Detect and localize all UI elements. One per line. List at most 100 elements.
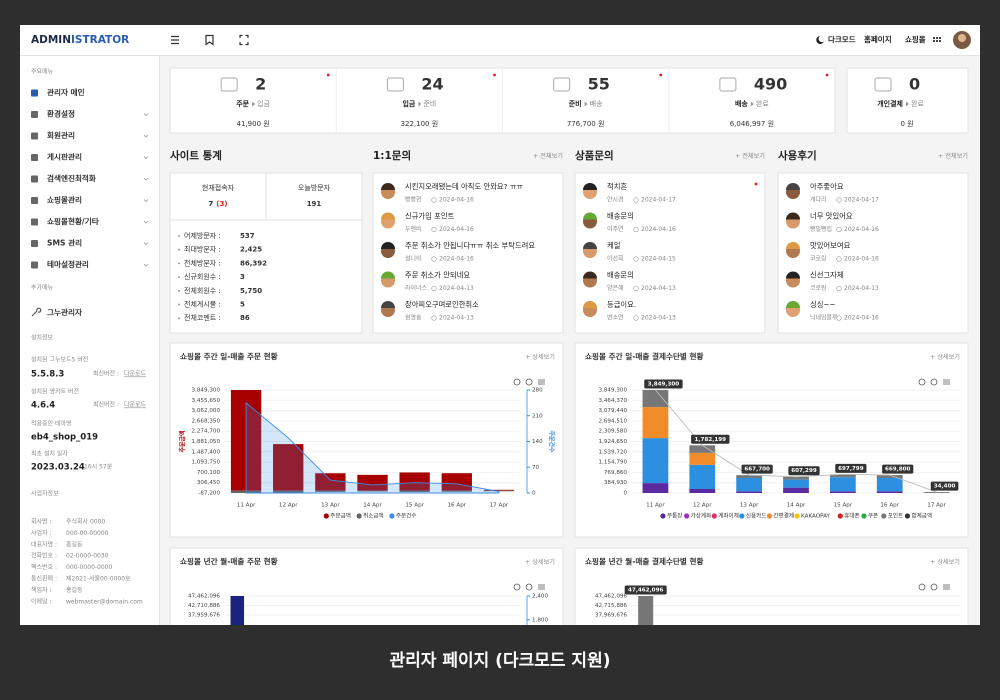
more-link[interactable]: + 상세보기 [930, 558, 960, 566]
bar [642, 438, 669, 484]
menu-item[interactable]: SMS 관리 [47, 238, 82, 248]
y-tick-label: 1,154,790 [599, 460, 628, 466]
menu-item[interactable]: 그누관리자 [47, 307, 82, 317]
more-link[interactable]: + 상세보기 [930, 353, 960, 361]
business-label: 이메일 : [31, 597, 52, 605]
download-link[interactable]: 다운로드 [124, 370, 147, 378]
post-title[interactable]: 적치흔 [607, 182, 627, 191]
menu-icon [31, 175, 38, 183]
zoom-icon[interactable] [930, 378, 938, 386]
post-title[interactable]: 싱싱~~ [810, 300, 836, 309]
more-link[interactable]: + 상세보기 [525, 353, 555, 361]
menu-item[interactable]: 환경설정 [47, 109, 75, 119]
post-title[interactable]: 너무 맛있어요 [810, 212, 853, 221]
legend-swatch [861, 513, 867, 519]
post-title[interactable]: 주문 취소가 안되네요 [405, 271, 470, 280]
zoom-icon[interactable] [918, 583, 926, 591]
bar [923, 492, 950, 493]
new-dot [825, 73, 829, 77]
menu-item[interactable]: 관리자 메인 [47, 87, 85, 97]
apps-icon[interactable] [933, 37, 941, 42]
post-title[interactable]: 배송문의 [607, 271, 634, 280]
post-title[interactable]: 신규가입 포인트 [405, 212, 455, 221]
user-avatar-face [958, 34, 966, 42]
chart-menu-icon[interactable] [538, 584, 545, 590]
menu-icon[interactable] [171, 35, 179, 45]
zoom-icon[interactable] [513, 583, 521, 591]
legend-label: 주문금액 [330, 513, 351, 520]
board-box [777, 172, 969, 334]
logo-accent[interactable]: ISTRATOR [71, 34, 129, 46]
post-title[interactable]: 배송문의 [607, 212, 634, 221]
value-label-box [882, 464, 914, 474]
logo-main[interactable]: ADMIN [31, 34, 71, 46]
y2-tick-label: 1,800 [532, 617, 548, 623]
menu-item[interactable]: 테마설정관리 [47, 259, 89, 269]
menu-chevron [143, 220, 149, 224]
post-title[interactable]: 신선그자체 [810, 271, 844, 280]
bookmark-icon[interactable] [205, 34, 214, 46]
menu-icon [31, 261, 38, 269]
business-label: 전화번호 : [31, 552, 57, 560]
section-label: 사업자정보 [31, 490, 59, 498]
value-label: 697,799 [838, 466, 864, 472]
post-title[interactable]: 시킨지오래됐는데 아직도 안와요? ㅠㅠ [405, 182, 524, 191]
value-label: 34,400 [934, 484, 956, 490]
bar [638, 596, 654, 625]
more-link[interactable]: + 전체보기 [735, 152, 765, 160]
chart-menu-icon[interactable] [943, 584, 950, 590]
y-tick-label: 3,062,000 [192, 408, 221, 414]
card-amount: 322,100 원 [401, 119, 439, 128]
chart-menu-icon[interactable] [943, 379, 950, 385]
post-title[interactable]: 케일 [607, 241, 620, 250]
post-title[interactable]: 아주좋아요 [810, 182, 844, 191]
menu-item[interactable]: 쇼핑몰현황/기타 [47, 216, 99, 226]
latest-label: 최신버전 : [93, 401, 119, 409]
y-tick-label: 0 [623, 491, 627, 497]
post-title[interactable]: 맛있어보여요 [810, 241, 851, 250]
bar [315, 490, 346, 492]
clock-icon [431, 226, 437, 233]
header-link[interactable]: 다크모드 [828, 34, 856, 44]
zoom-icon[interactable] [918, 378, 926, 386]
x-tick-label: 15 Apr [834, 503, 853, 509]
more-link[interactable]: + 상세보기 [525, 558, 555, 566]
logo[interactable]: ADMINISTRATOR [31, 34, 129, 46]
zoom-icon[interactable] [525, 583, 533, 591]
download-link[interactable]: 다운로드 [124, 401, 147, 409]
menu-item[interactable]: 회원관리 [47, 130, 75, 140]
header-link[interactable]: 홈페이지 [864, 34, 892, 44]
card-amount: 0 원 [900, 119, 913, 128]
legend-swatch [356, 513, 362, 519]
clock-icon [633, 285, 639, 292]
zoom-icon[interactable] [525, 378, 533, 386]
x-tick-label: 16 Apr [880, 503, 899, 509]
menu-item[interactable]: 쇼핑몰관리 [47, 195, 82, 205]
zoom-icon[interactable] [930, 583, 938, 591]
header-link[interactable]: 쇼핑몰 [905, 34, 926, 44]
card-from: 입금 [402, 99, 415, 108]
chart-title: 쇼핑몰 주간 일-매출 결제수단별 현황 [585, 351, 704, 361]
legend-swatch [766, 513, 773, 519]
post-title[interactable]: 주문 취소가 안됩니다ㅠㅠ 취소 부탁드려요 [405, 241, 535, 250]
more-link[interactable]: + 전체보기 [533, 152, 563, 160]
y-tick-label: 2,668,350 [192, 418, 221, 424]
x-tick-label: 11 Apr [646, 503, 665, 509]
post-date: 2024-04-13 [641, 315, 676, 322]
zoom-icon[interactable] [513, 378, 521, 386]
moon-icon[interactable] [816, 36, 824, 44]
install-label: 최초 설치 일자 [31, 450, 68, 458]
fullscreen-icon[interactable] [239, 34, 249, 46]
bar [273, 490, 304, 493]
more-link[interactable]: + 전체보기 [938, 152, 968, 160]
post-author: 닉네임블루 [810, 314, 838, 322]
menu-item[interactable]: 검색엔진최적화 [47, 173, 96, 183]
menu-item[interactable]: 게시판관리 [47, 152, 82, 162]
legend-swatch [684, 513, 690, 519]
value-label-box [644, 379, 683, 389]
clock-icon [836, 285, 842, 292]
chart-menu-icon[interactable] [538, 379, 545, 385]
card-count: 24 [421, 75, 443, 94]
post-title[interactable]: 장아찌오구며로인한취소 [405, 300, 479, 309]
post-title[interactable]: 등급이요. [607, 300, 636, 309]
